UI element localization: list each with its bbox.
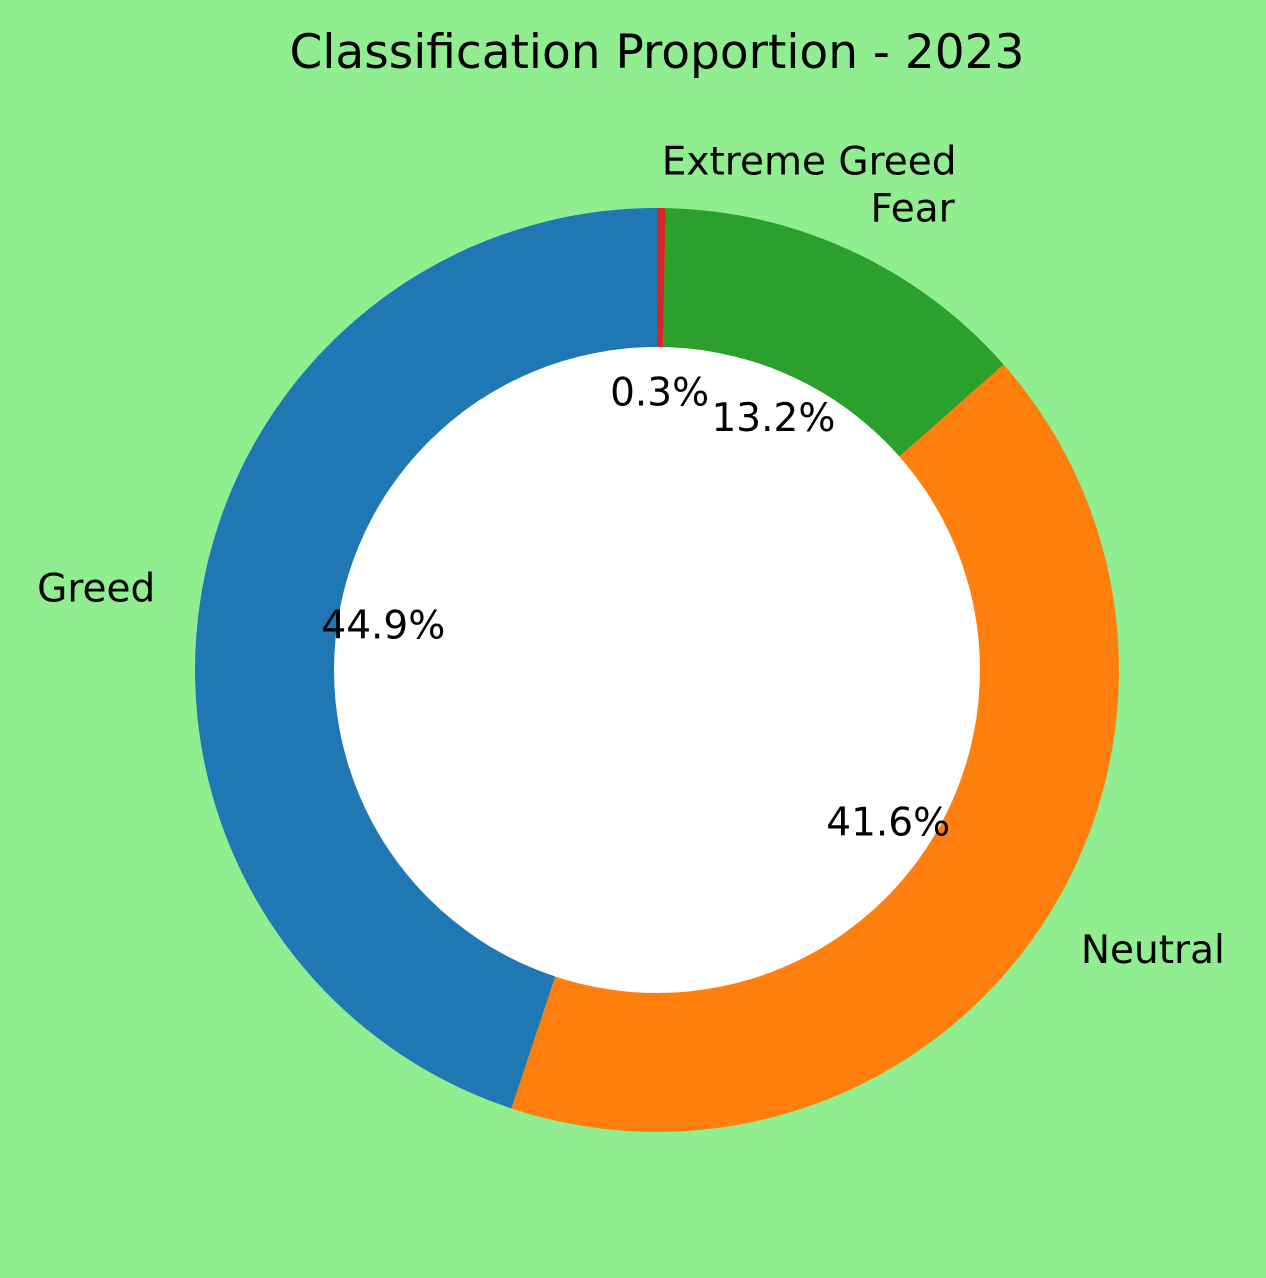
- donut-hole: [334, 347, 980, 993]
- labels-group: Greed 44.9% Neutral 41.6% Fear 13.2% Extreme G…: [37, 139, 1225, 973]
- slice-label-greed: Greed: [37, 566, 155, 611]
- slice-label-fear: Fear: [870, 186, 955, 231]
- slice-label-extreme-greed: Extreme Greed: [662, 139, 957, 184]
- pct-label-neutral: 41.6%: [826, 800, 950, 845]
- pct-label-fear: 13.2%: [711, 396, 835, 441]
- chart-title: Classification Proportion - 2023: [290, 25, 1025, 80]
- pct-label-greed: 44.9%: [321, 603, 445, 648]
- pct-label-extreme-greed: 0.3%: [610, 370, 709, 415]
- slice-label-neutral: Neutral: [1081, 928, 1225, 973]
